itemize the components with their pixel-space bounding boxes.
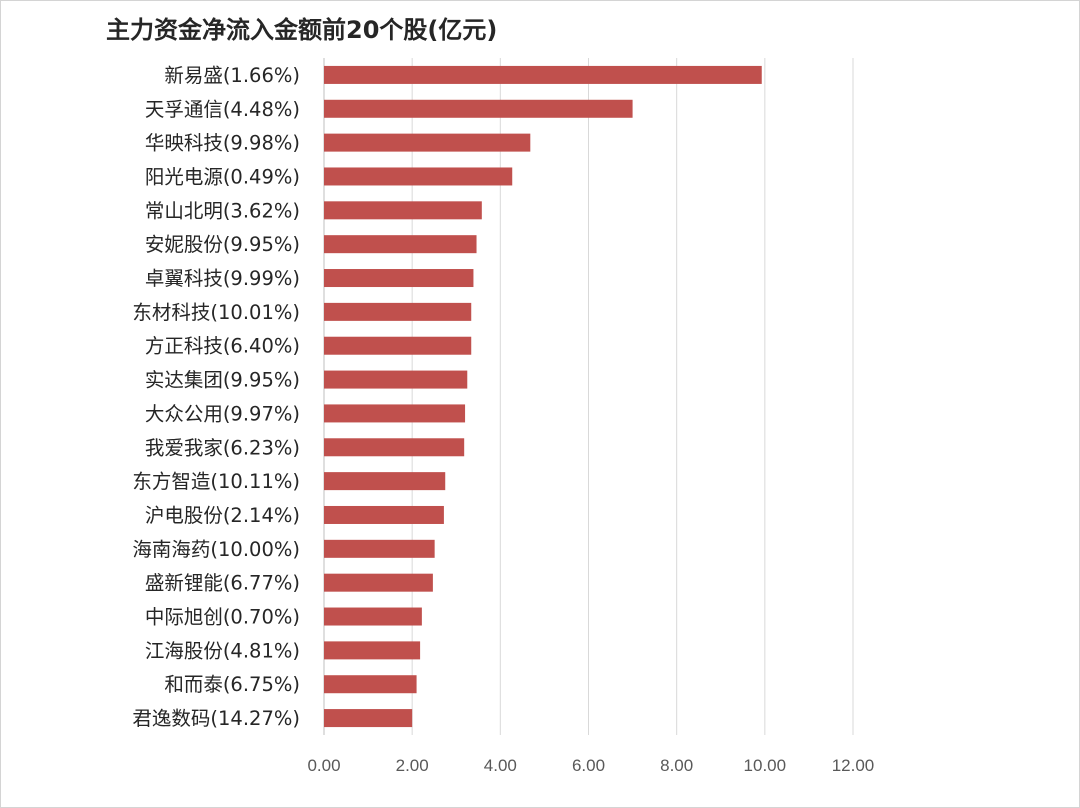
- x-tick-label: 6.00: [572, 756, 605, 775]
- bar: [324, 573, 433, 592]
- bar: [324, 269, 474, 288]
- bar: [324, 133, 531, 152]
- category-label: 常山北明(3.62%): [145, 199, 300, 222]
- category-label: 和而泰(6.75%): [164, 673, 300, 696]
- bar: [324, 539, 435, 558]
- bar: [324, 336, 472, 355]
- bars: [324, 65, 762, 728]
- category-label: 中际旭创(0.70%): [145, 606, 300, 629]
- bar: [324, 438, 465, 457]
- category-label: 江海股份(4.81%): [145, 639, 300, 662]
- category-label: 君逸数码(14.27%): [132, 707, 300, 730]
- category-label: 东材科技(10.01%): [132, 301, 300, 324]
- x-tick-label: 12.00: [832, 756, 875, 775]
- chart-title: 主力资金净流入金额前20个股(亿元): [106, 16, 498, 44]
- x-tick-label: 10.00: [744, 756, 787, 775]
- x-tick-label: 0.00: [307, 756, 340, 775]
- category-labels: 新易盛(1.66%) 天孚通信(4.48%) 华映科技(9.98%) 阳光电源(0.4…: [132, 64, 300, 730]
- bar: [324, 167, 513, 186]
- bar: [324, 607, 422, 626]
- category-label: 方正科技(6.40%): [145, 335, 300, 358]
- x-tick-label: 2.00: [396, 756, 429, 775]
- category-label: 东方智造(10.11%): [132, 470, 300, 493]
- category-label: 华映科技(9.98%): [145, 132, 300, 155]
- x-tick-labels: 0.00 2.00 4.00 6.00 8.00 10.00 12.00: [307, 756, 874, 775]
- bar: [324, 709, 413, 728]
- x-tick-label: 4.00: [484, 756, 517, 775]
- category-label: 卓翼科技(9.99%): [145, 267, 300, 290]
- category-label: 阳光电源(0.49%): [145, 165, 300, 188]
- bar: [324, 370, 468, 389]
- bar: [324, 99, 633, 118]
- category-label: 我爱我家(6.23%): [145, 436, 300, 459]
- gridlines: [323, 58, 854, 735]
- bar: [324, 472, 446, 491]
- category-label: 盛新锂能(6.77%): [145, 572, 300, 595]
- bar: [324, 641, 421, 660]
- bar: [324, 302, 472, 321]
- bar: [324, 404, 466, 423]
- bar: [324, 201, 482, 220]
- category-label: 安妮股份(9.95%): [145, 233, 300, 256]
- category-label: 新易盛(1.66%): [164, 64, 300, 87]
- bar: [324, 65, 762, 84]
- category-label: 海南海药(10.00%): [132, 538, 300, 561]
- category-label: 天孚通信(4.48%): [145, 98, 300, 121]
- bar: [324, 675, 417, 694]
- category-label: 沪电股份(2.14%): [145, 504, 300, 527]
- category-label: 大众公用(9.97%): [145, 402, 300, 425]
- bar: [324, 235, 477, 254]
- bar: [324, 505, 444, 524]
- x-tick-label: 8.00: [660, 756, 693, 775]
- category-label: 实达集团(9.95%): [145, 369, 300, 392]
